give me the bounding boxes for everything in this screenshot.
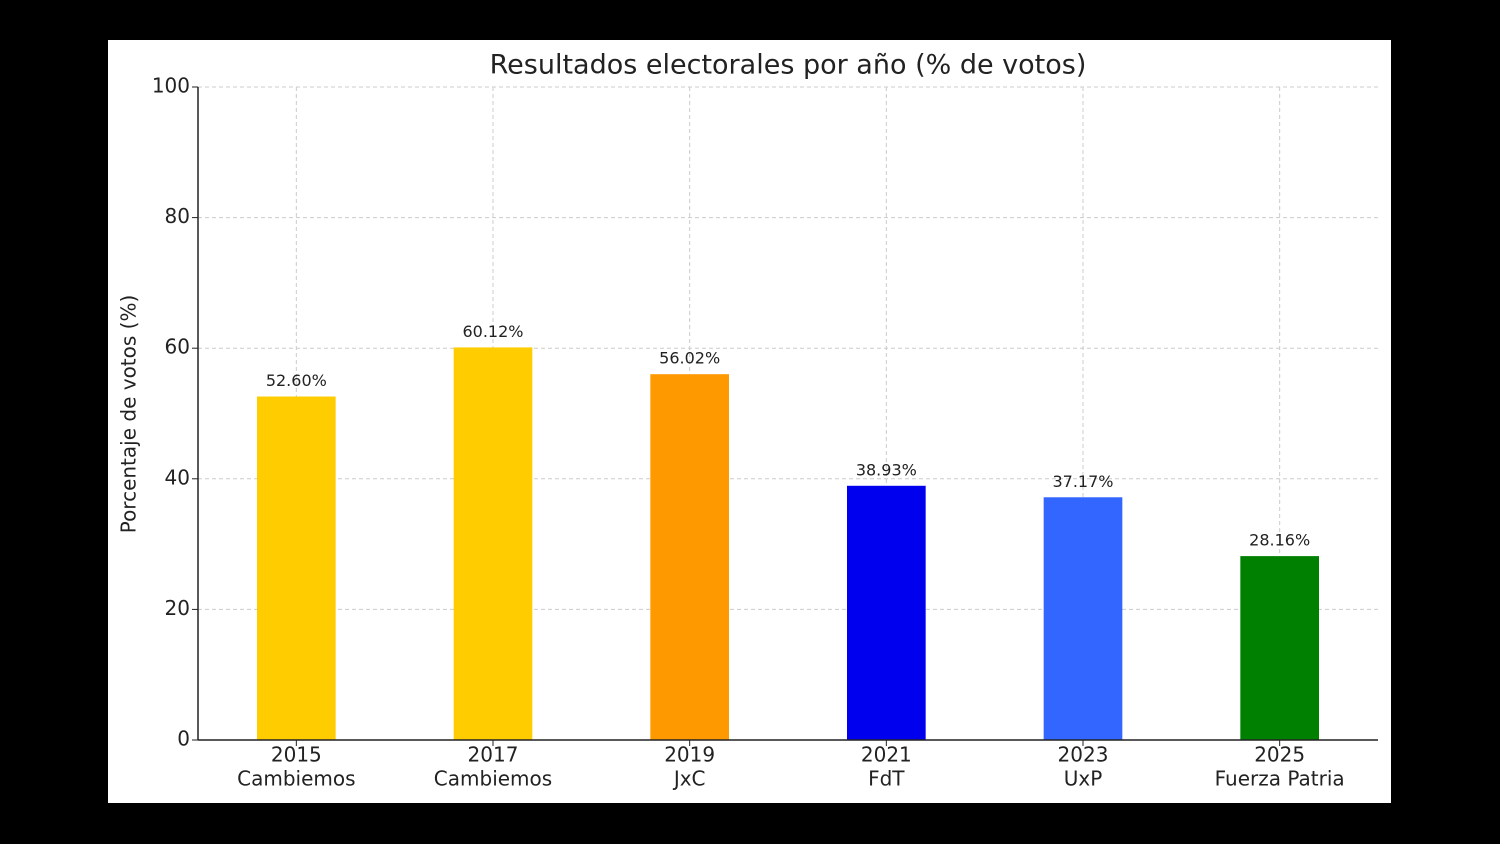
value-label: 38.93% <box>856 460 917 479</box>
y-axis-label: Porcentaje de votos (%) <box>117 295 141 534</box>
x-tick-label: Cambiemos <box>434 767 552 791</box>
x-tick-label: 2019 <box>664 743 715 767</box>
y-tick-label: 60 <box>165 335 190 359</box>
x-tick-label: UxP <box>1064 767 1103 791</box>
x-tick-label: 2021 <box>861 743 912 767</box>
bar <box>1240 556 1319 740</box>
value-label: 28.16% <box>1249 531 1310 550</box>
value-label: 37.17% <box>1052 472 1113 491</box>
y-tick-label: 20 <box>165 596 190 620</box>
y-tick-label: 40 <box>165 465 190 489</box>
y-tick-label: 80 <box>165 204 190 228</box>
bar <box>1043 497 1123 740</box>
value-label: 56.02% <box>659 349 720 368</box>
bar <box>453 347 533 740</box>
x-tick-label: Fuerza Patria <box>1215 767 1345 791</box>
x-tick-label: 2025 <box>1254 743 1305 767</box>
bar <box>257 396 336 740</box>
y-tick-label: 0 <box>177 727 190 751</box>
bar <box>650 374 729 740</box>
x-tick-label: 2017 <box>468 743 519 767</box>
x-tick-label: FdT <box>868 767 905 791</box>
x-tick-label: 2015 <box>271 743 322 767</box>
value-label: 60.12% <box>462 322 523 341</box>
x-tick-label: JxC <box>672 767 706 791</box>
y-tick-label: 100 <box>152 74 190 98</box>
bar <box>847 485 926 740</box>
x-tick-label: 2023 <box>1058 743 1109 767</box>
value-label: 52.60% <box>266 371 327 390</box>
chart-title: Resultados electorales por año (% de vot… <box>490 50 1087 81</box>
x-tick-label: Cambiemos <box>237 767 355 791</box>
